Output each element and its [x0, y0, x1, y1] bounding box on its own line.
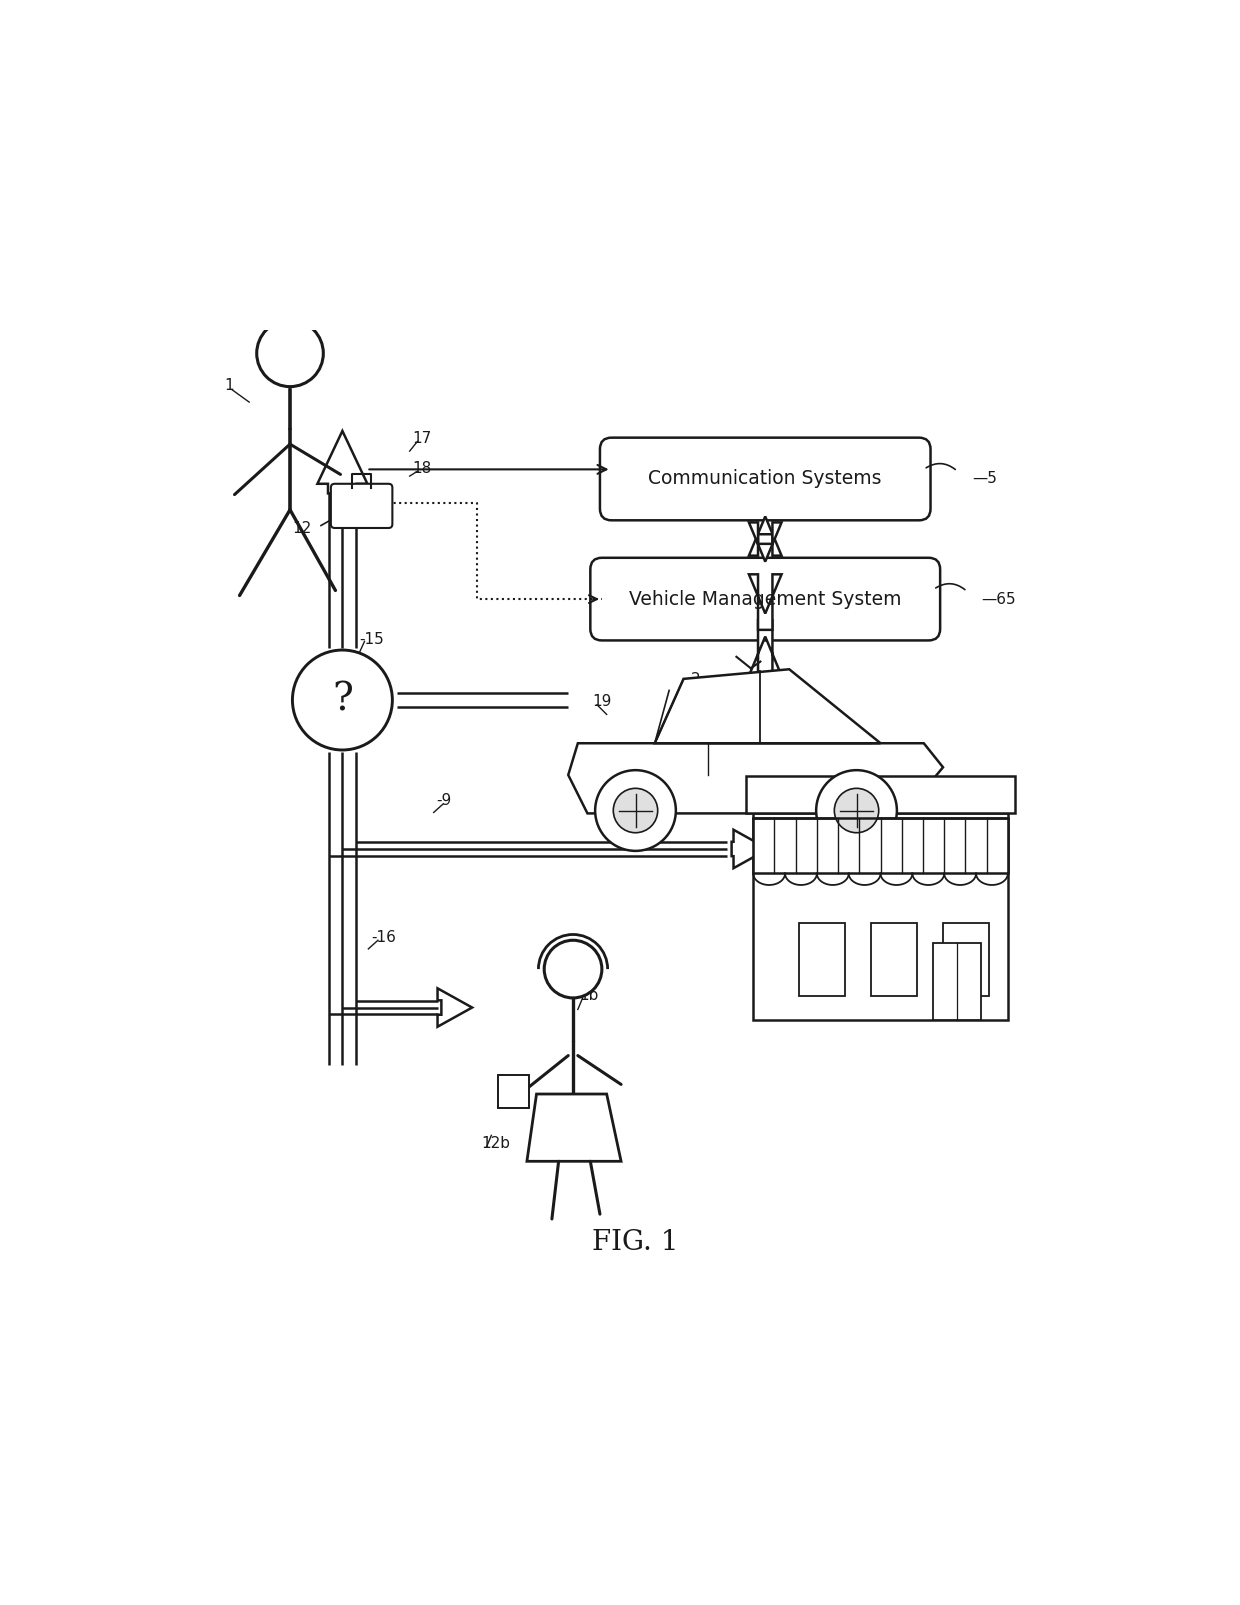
Text: —5: —5: [972, 472, 997, 486]
Text: Communication Systems: Communication Systems: [649, 470, 882, 488]
Polygon shape: [317, 430, 367, 493]
Circle shape: [595, 770, 676, 851]
FancyBboxPatch shape: [590, 559, 940, 640]
Bar: [753, 812, 1008, 1019]
Polygon shape: [749, 575, 781, 629]
Circle shape: [544, 941, 601, 998]
Text: 18: 18: [413, 461, 432, 477]
Bar: [753, 817, 1008, 873]
Text: 12: 12: [293, 522, 311, 536]
Text: 19: 19: [593, 695, 611, 709]
Bar: [870, 923, 918, 995]
Bar: [799, 923, 844, 995]
Circle shape: [835, 788, 879, 833]
Text: 2: 2: [691, 672, 701, 687]
Text: ?: ?: [332, 682, 353, 719]
Bar: [934, 942, 982, 1019]
Text: 8: 8: [862, 852, 870, 868]
Polygon shape: [749, 522, 781, 562]
FancyBboxPatch shape: [331, 483, 392, 528]
Text: 1b: 1b: [580, 987, 599, 1003]
Polygon shape: [749, 620, 781, 676]
Polygon shape: [749, 517, 781, 555]
Text: 1: 1: [224, 379, 234, 393]
Text: -15: -15: [360, 632, 384, 647]
Bar: [498, 1075, 528, 1109]
Polygon shape: [527, 1095, 621, 1162]
Text: -16: -16: [371, 929, 396, 945]
Circle shape: [293, 650, 392, 750]
Circle shape: [816, 770, 897, 851]
Text: 17: 17: [413, 432, 432, 446]
Text: -9: -9: [436, 793, 451, 809]
Text: Vehicle Management System: Vehicle Management System: [629, 589, 901, 608]
Polygon shape: [568, 743, 944, 814]
Circle shape: [257, 319, 324, 387]
FancyBboxPatch shape: [600, 438, 930, 520]
Polygon shape: [438, 989, 472, 1027]
Polygon shape: [655, 669, 880, 743]
Text: FIG. 1: FIG. 1: [593, 1229, 678, 1257]
Text: 12b: 12b: [481, 1136, 511, 1151]
Bar: [944, 923, 990, 995]
Circle shape: [614, 788, 657, 833]
Polygon shape: [732, 830, 768, 868]
Text: —65: —65: [982, 592, 1016, 607]
Bar: [746, 777, 1016, 812]
